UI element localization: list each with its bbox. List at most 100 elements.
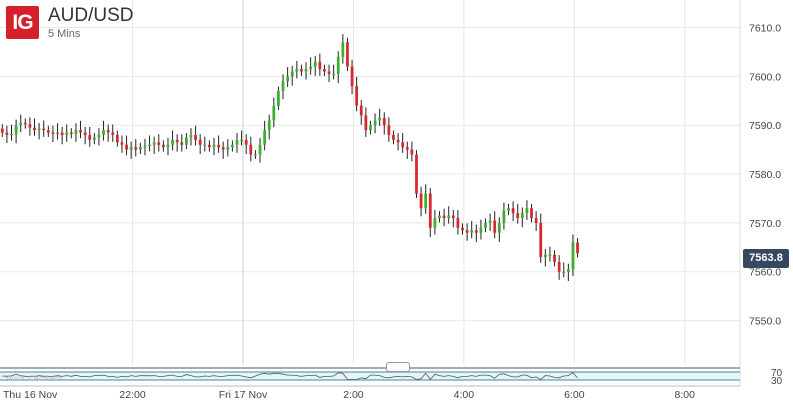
- candle-body: [387, 125, 391, 135]
- candle-body: [415, 154, 418, 194]
- candle-body: [525, 208, 529, 214]
- candle-body: [42, 128, 46, 131]
- candle-body: [447, 215, 451, 219]
- instrument-title: AUD/USD: [48, 5, 134, 26]
- candle-body: [83, 132, 87, 135]
- interval-label: 5 Mins: [48, 28, 81, 40]
- y-tick-label: 7560.0: [749, 267, 781, 279]
- candle-body: [419, 193, 423, 209]
- candle-body: [369, 125, 372, 131]
- candle-body: [323, 69, 326, 72]
- candle-body: [102, 130, 105, 135]
- candle-body: [65, 132, 69, 135]
- y-tick-label: 7580.0: [749, 169, 781, 181]
- indicator-resize-handle[interactable]: [386, 362, 410, 372]
- candle-body: [79, 130, 82, 133]
- candle-body: [392, 134, 395, 140]
- candle-body: [14, 125, 18, 135]
- candle-body: [530, 208, 533, 219]
- candle-body: [231, 144, 234, 148]
- candle-body: [474, 230, 478, 233]
- y-tick-label: 7590.0: [749, 120, 781, 132]
- candle-body: [244, 139, 248, 145]
- candle-body: [171, 139, 174, 145]
- candle-body: [74, 130, 78, 135]
- candle-body: [115, 134, 119, 143]
- y-tick-label: 7610.0: [749, 23, 781, 35]
- x-tick-label: 6:00: [564, 389, 585, 401]
- candle-body: [479, 227, 483, 233]
- candle-body: [281, 81, 285, 92]
- x-tick-label: 4:00: [454, 389, 475, 401]
- candle-body: [143, 145, 147, 148]
- candle-body: [10, 134, 13, 136]
- candle-body: [405, 147, 409, 150]
- candle-body: [134, 147, 138, 150]
- candle-body: [180, 142, 184, 145]
- candle-body: [355, 86, 359, 106]
- candle-body: [566, 269, 570, 272]
- candle-body: [69, 132, 73, 135]
- candle-body: [33, 127, 36, 131]
- candle-body: [203, 144, 207, 146]
- candle-body: [378, 117, 382, 121]
- candle-body: [88, 134, 92, 140]
- candle-body: [217, 144, 220, 148]
- candle-body: [148, 144, 151, 146]
- indicator-level-label: 30: [771, 376, 783, 387]
- candle-body: [539, 222, 543, 258]
- candles-group: [0, 34, 579, 282]
- candle-body: [327, 71, 331, 74]
- candle-body: [226, 147, 230, 150]
- x-tick-label: Fri 17 Nov: [219, 389, 268, 401]
- candle-body: [175, 139, 179, 143]
- candle-body: [286, 76, 290, 82]
- candle-body: [19, 122, 23, 126]
- candle-body: [516, 213, 520, 219]
- candle-body: [28, 124, 32, 128]
- candle-body: [336, 56, 340, 74]
- candle-body: [152, 142, 156, 145]
- candle-body: [272, 105, 276, 121]
- candle-body: [520, 213, 524, 219]
- candle-body: [60, 132, 64, 135]
- candle-body: [157, 142, 161, 145]
- candle-body: [507, 208, 510, 211]
- last-price-tag: 7563.8: [743, 249, 789, 268]
- candle-body: [493, 220, 497, 233]
- candle-body: [484, 222, 487, 228]
- candle-body: [318, 61, 322, 70]
- candle-body: [125, 144, 128, 150]
- candle-body: [290, 71, 294, 77]
- candle-body: [129, 147, 133, 150]
- candle-body: [235, 139, 239, 145]
- candle-body: [120, 142, 124, 145]
- candle-body: [571, 242, 575, 270]
- candle-body: [401, 142, 405, 148]
- ig-logo: IG: [6, 6, 39, 39]
- candle-body: [92, 137, 96, 140]
- candle-body: [240, 139, 243, 142]
- candle-body: [106, 130, 110, 133]
- candle-body: [543, 254, 547, 258]
- x-tick-label: 8:00: [675, 389, 696, 401]
- candle-body: [111, 132, 115, 135]
- candle-body: [442, 215, 446, 219]
- candle-body: [51, 132, 55, 135]
- candle-body: [185, 137, 188, 145]
- candle-body: [424, 193, 428, 209]
- candle-body: [465, 230, 469, 233]
- candle-body: [553, 254, 556, 262]
- candle-body: [548, 254, 552, 256]
- candle-body: [562, 271, 566, 273]
- candle-body: [198, 139, 202, 145]
- candle-body: [0, 128, 4, 133]
- candle-body: [373, 120, 377, 126]
- candle-body: [161, 144, 165, 148]
- candle-body: [267, 120, 271, 131]
- candle-body: [46, 130, 50, 133]
- x-tick-label: 22:00: [119, 389, 145, 401]
- candle-body: [309, 66, 313, 70]
